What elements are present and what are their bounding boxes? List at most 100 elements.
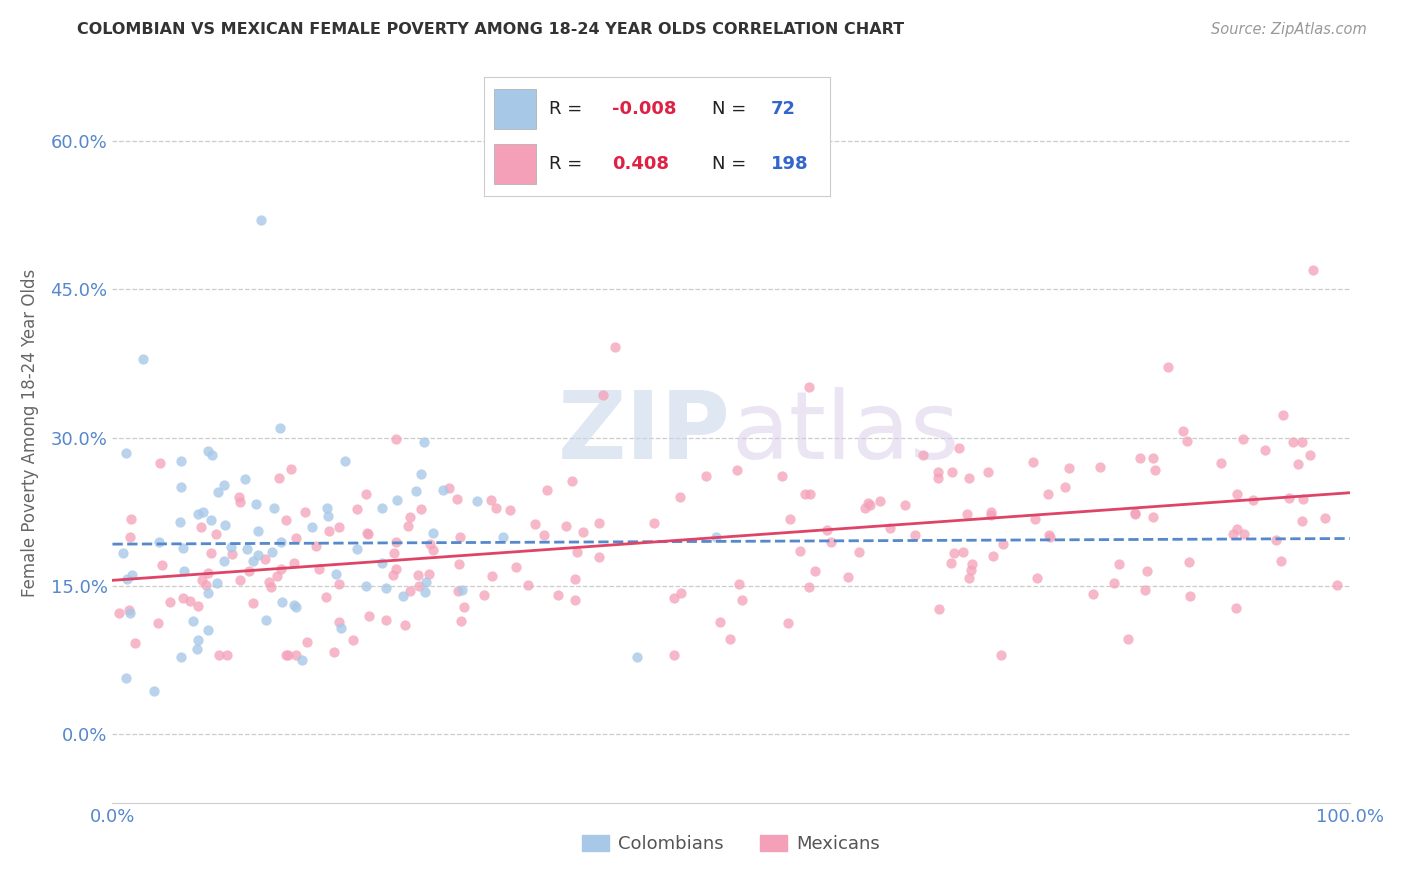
Point [465,494,488,508]
Point [271,594,294,608]
Point [118,603,141,617]
Point [1175,434,1198,449]
Point [505,560,527,574]
Point [941,556,963,570]
Point [290,653,312,667]
Point [186,633,208,648]
Point [354,487,377,501]
Point [1272,409,1295,423]
Point [957,570,980,584]
Point [262,544,284,558]
Point [605,340,627,354]
Point [384,433,406,447]
Point [212,554,235,568]
Point [437,481,460,495]
Point [267,471,290,485]
Point [170,454,193,468]
Point [977,465,1000,479]
Point [565,545,588,559]
Point [572,524,595,539]
Point [325,567,347,582]
Point [948,441,970,455]
Point [191,505,214,519]
Point [207,485,229,500]
Point [190,519,212,533]
Point [991,537,1014,551]
Point [1039,530,1062,544]
Point [277,648,299,662]
Point [1270,554,1292,568]
Point [242,596,264,610]
Point [561,474,583,488]
Point [118,606,141,620]
Point [1291,435,1313,450]
Point [1024,512,1046,526]
Point [1157,360,1180,375]
Point [1171,424,1194,438]
Point [274,648,297,662]
Point [269,421,291,435]
Point [789,544,811,558]
Point [859,498,882,512]
Point [1302,262,1324,277]
Point [392,589,415,603]
Point [957,471,980,485]
Point [328,519,350,533]
Point [770,469,793,483]
Point [322,645,344,659]
Point [643,516,665,530]
Point [150,558,173,573]
Point [524,517,547,532]
Point [1265,533,1288,548]
Point [704,530,727,544]
Point [197,443,219,458]
Point [413,584,436,599]
Point [904,528,927,542]
Point [359,609,381,624]
Point [797,380,820,394]
Point [214,518,236,533]
Point [1226,487,1249,501]
Point [1123,506,1146,520]
Point [115,446,138,460]
Point [197,586,219,600]
Point [848,545,870,559]
Point [837,570,859,584]
Point [382,568,405,582]
Point [207,576,229,591]
Point [952,545,974,559]
Point [318,524,340,538]
Point [1178,555,1201,569]
Point [346,541,368,556]
Point [382,546,405,560]
Point [492,530,515,544]
Point [564,572,586,586]
Point [247,524,270,538]
Text: ZIP: ZIP [558,386,731,479]
Point [236,541,259,556]
Point [1053,479,1076,493]
Point [869,494,891,508]
Point [451,582,474,597]
Point [120,512,142,526]
Point [396,518,419,533]
Point [856,495,879,509]
Point [159,595,181,609]
Point [186,642,208,657]
Point [415,574,437,589]
Point [446,491,468,506]
Point [221,540,243,554]
Point [394,617,416,632]
Point [547,588,569,602]
Point [221,547,243,561]
Point [1022,455,1045,469]
Point [409,467,432,482]
Point [1278,491,1301,505]
Point [1136,564,1159,578]
Point [115,672,138,686]
Point [263,500,285,515]
Point [172,541,194,556]
Point [342,632,364,647]
Point [960,557,983,571]
Point [1036,487,1059,501]
